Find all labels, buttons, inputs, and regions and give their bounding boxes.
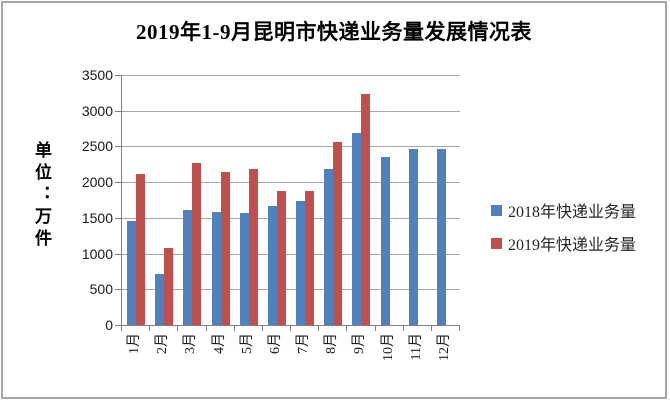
x-axis-label-3月: 3月 bbox=[183, 333, 199, 354]
y-tick-mark bbox=[115, 217, 121, 219]
bar-2019年快递业务量-8月 bbox=[333, 142, 343, 325]
x-axis-label-5月: 5月 bbox=[239, 333, 255, 354]
bar-group-11月 bbox=[404, 75, 432, 325]
bar-group-7月 bbox=[291, 75, 319, 325]
x-axis-label-8月: 8月 bbox=[324, 333, 340, 354]
y-tick-mark bbox=[115, 75, 121, 76]
y-tick-mark bbox=[115, 253, 121, 255]
x-tick-mark bbox=[205, 326, 207, 331]
x-tick-mark bbox=[374, 326, 376, 331]
x-tick-mark bbox=[318, 326, 320, 331]
bar-group-10月 bbox=[376, 75, 404, 325]
bar-2019年快递业务量-4月 bbox=[220, 172, 230, 325]
x-tick-mark bbox=[149, 326, 151, 331]
gridline bbox=[122, 110, 460, 112]
x-tick-mark bbox=[346, 326, 348, 331]
y-tick-label: 3000 bbox=[81, 102, 113, 119]
gridline bbox=[122, 146, 460, 148]
bar-group-12月 bbox=[432, 75, 460, 325]
bar-2019年快递业务量-7月 bbox=[305, 190, 315, 325]
legend-label: 2019年快递业务量 bbox=[508, 237, 637, 254]
bar-2018年快递业务量-9月 bbox=[352, 132, 362, 325]
x-axis-label-4月: 4月 bbox=[211, 333, 227, 354]
bar-2018年快递业务量-3月 bbox=[183, 210, 193, 325]
chart-title: 2019年1-9月昆明市快递业务量发展情况表 bbox=[136, 20, 532, 44]
bar-group-2月 bbox=[150, 75, 178, 325]
legend-item-2019年快递业务量: 2019年快递业务量 bbox=[491, 234, 637, 254]
y-axis-unit-label: 单位：万件 bbox=[32, 141, 51, 251]
y-tick-mark bbox=[115, 182, 121, 184]
bar-2019年快递业务量-2月 bbox=[164, 247, 174, 325]
bar-group-5月 bbox=[235, 75, 263, 325]
bar-group-9月 bbox=[347, 75, 375, 325]
bar-group-3月 bbox=[178, 75, 206, 325]
x-axis-label-11月: 11月 bbox=[408, 333, 424, 361]
x-axis-label-2月: 2月 bbox=[155, 333, 171, 354]
legend-item-2018年快递业务量: 2018年快递业务量 bbox=[491, 201, 637, 221]
gridline bbox=[122, 182, 460, 184]
x-tick-mark bbox=[290, 326, 291, 331]
y-tick-label: 500 bbox=[89, 281, 113, 298]
bar-series bbox=[122, 75, 460, 325]
y-tick-mark bbox=[115, 325, 121, 326]
y-tick-label: 3500 bbox=[81, 67, 113, 83]
y-tick-mark bbox=[115, 289, 121, 291]
x-tick-mark bbox=[402, 326, 404, 331]
bar-2018年快递业务量-11月 bbox=[408, 149, 418, 325]
x-tick-mark bbox=[121, 326, 122, 331]
bar-2018年快递业务量-5月 bbox=[239, 212, 249, 325]
bar-2018年快递业务量-10月 bbox=[380, 157, 390, 325]
x-axis-label-6月: 6月 bbox=[267, 333, 283, 354]
bar-2019年快递业务量-3月 bbox=[192, 162, 202, 325]
bar-group-6月 bbox=[263, 75, 291, 325]
x-tick-mark bbox=[177, 326, 179, 331]
y-tick-label: 1500 bbox=[81, 209, 113, 226]
bar-2018年快递业务量-7月 bbox=[296, 200, 306, 325]
legend-swatch-icon bbox=[491, 237, 502, 249]
x-tick-mark bbox=[459, 326, 460, 331]
bar-group-4月 bbox=[207, 75, 235, 325]
plot-area bbox=[121, 75, 460, 326]
x-tick-mark bbox=[261, 326, 263, 331]
x-axis-label-9月: 9月 bbox=[352, 333, 368, 354]
bar-2018年快递业务量-1月 bbox=[127, 221, 137, 325]
y-tick-label: 1000 bbox=[81, 245, 113, 262]
y-tick-mark bbox=[115, 146, 121, 148]
bar-2019年快递业务量-9月 bbox=[361, 93, 371, 325]
x-tick-mark bbox=[430, 326, 432, 331]
bar-group-8月 bbox=[319, 75, 347, 325]
bar-2019年快递业务量-5月 bbox=[248, 169, 258, 325]
x-axis-label-7月: 7月 bbox=[296, 333, 312, 354]
bar-2019年快递业务量-6月 bbox=[276, 190, 286, 325]
legend-label: 2018年快递业务量 bbox=[508, 204, 637, 221]
legend-swatch-icon bbox=[491, 204, 502, 216]
gridline bbox=[122, 289, 460, 291]
gridline bbox=[122, 217, 460, 219]
x-axis-label-12月: 12月 bbox=[436, 333, 452, 361]
gridline bbox=[122, 253, 460, 255]
x-axis-label-1月: 1月 bbox=[127, 333, 143, 354]
bar-2018年快递业务量-6月 bbox=[267, 206, 277, 325]
y-tick-mark bbox=[115, 110, 121, 112]
bar-2018年快递业务量-2月 bbox=[155, 273, 165, 325]
gridline bbox=[122, 75, 460, 76]
bar-2018年快递业务量-8月 bbox=[324, 168, 334, 325]
bar-group-1月 bbox=[122, 75, 150, 325]
y-tick-label: 0 bbox=[105, 317, 113, 333]
x-tick-mark bbox=[233, 326, 235, 331]
y-tick-label: 2000 bbox=[81, 174, 113, 191]
bar-2019年快递业务量-1月 bbox=[136, 174, 146, 325]
bar-2018年快递业务量-4月 bbox=[211, 212, 221, 325]
x-axis-label-10月: 10月 bbox=[380, 333, 396, 361]
y-tick-label: 2500 bbox=[81, 138, 113, 155]
bar-2018年快递业务量-12月 bbox=[436, 149, 446, 325]
